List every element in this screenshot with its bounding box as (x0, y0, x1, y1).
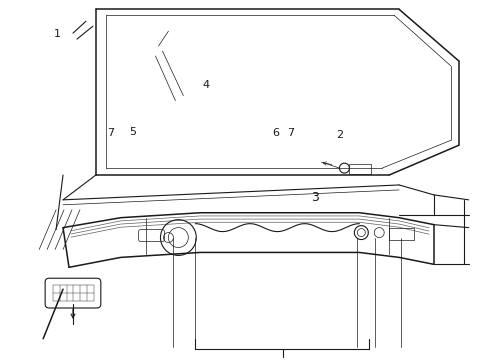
Text: 4: 4 (202, 80, 209, 90)
Text: 2: 2 (335, 130, 342, 140)
Text: 7: 7 (286, 128, 294, 138)
Text: 7: 7 (107, 128, 114, 138)
Bar (388, 228, 413, 239)
Text: 6: 6 (272, 128, 279, 138)
Text: 3: 3 (310, 191, 318, 204)
Text: 5: 5 (129, 127, 136, 137)
Bar (349, 164, 370, 174)
Text: 1: 1 (54, 29, 61, 39)
